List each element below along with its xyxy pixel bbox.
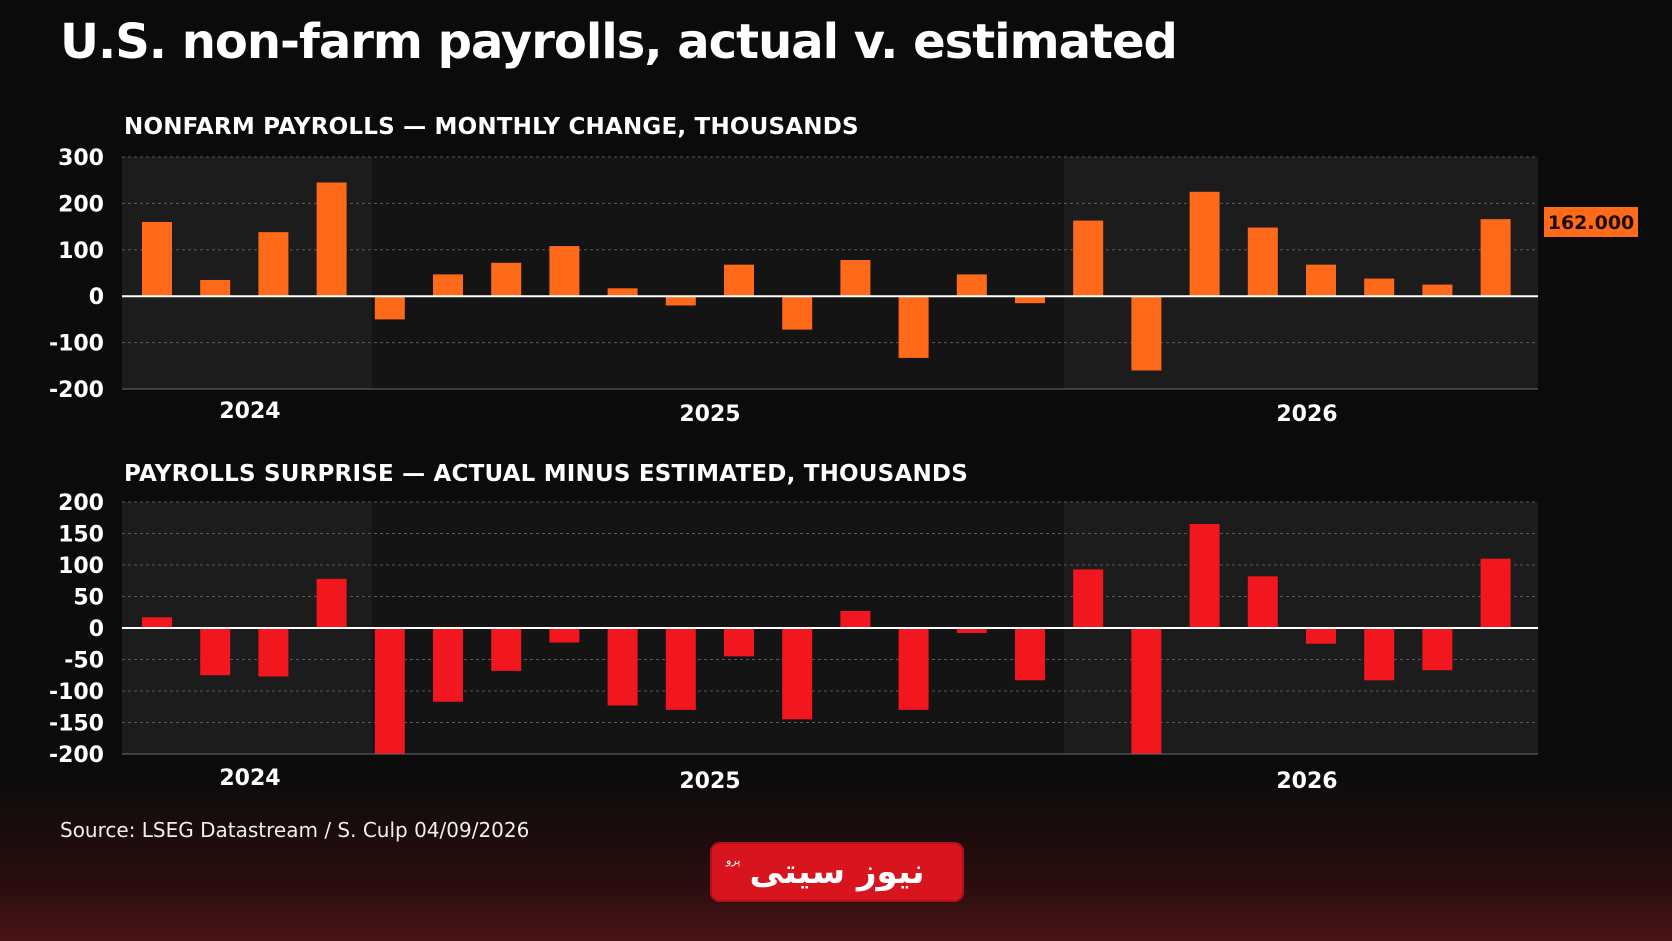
bar	[956, 274, 987, 297]
top-chart-title: NONFARM PAYROLLS — MONTHLY CHANGE, THOUS…	[124, 114, 859, 140]
bar	[491, 262, 522, 297]
bottom-chart-title: PAYROLLS SURPRISE — ACTUAL MINUS ESTIMAT…	[124, 461, 968, 487]
y-tick-label: -150	[49, 712, 104, 737]
bar	[782, 628, 813, 720]
bar	[1422, 628, 1453, 671]
y-tick-label: 0	[89, 285, 104, 310]
y-tick-label: 50	[73, 586, 104, 611]
bar	[840, 260, 871, 297]
bar	[1247, 227, 1278, 297]
bar	[491, 628, 522, 671]
y-tick-label: -100	[49, 680, 104, 705]
x-tick-label: 2024	[219, 399, 280, 424]
bar	[1364, 278, 1395, 297]
y-tick-label: 200	[58, 491, 104, 516]
bar	[258, 232, 289, 297]
nonfarm-payrolls-chart: 300 200 100 0 -100 -200 2024 2025 2026 162.000	[49, 146, 1638, 427]
y-tick-label: -200	[49, 378, 104, 403]
bar	[1306, 264, 1336, 297]
bar	[724, 628, 754, 657]
bar	[1073, 569, 1104, 628]
payrolls-surprise-chart: 200 150 100 50 0 -50 -100 -150 -200 2024 2025 2026	[49, 491, 1538, 794]
x-tick-label: 2024	[219, 766, 280, 791]
bar	[1131, 296, 1162, 371]
bar	[1131, 628, 1162, 754]
bar	[898, 628, 929, 710]
y-tick-label: 0	[89, 617, 104, 642]
y-tick-label: 150	[58, 523, 104, 548]
bar	[316, 182, 347, 297]
bar	[724, 264, 754, 297]
bar	[1247, 576, 1278, 628]
bar	[1306, 628, 1336, 644]
bar	[1480, 219, 1511, 297]
y-tick-label: -200	[49, 743, 104, 768]
bar	[898, 296, 929, 358]
bar	[1189, 524, 1220, 628]
bar	[433, 274, 463, 297]
bar	[142, 617, 172, 628]
y-tick-label: 200	[58, 192, 104, 217]
chart-main-title: U.S. non-farm payrolls, actual v. estima…	[60, 14, 1178, 70]
y-tick-label: 300	[58, 146, 104, 171]
bar	[316, 578, 347, 628]
x-tick-label: 2026	[1276, 402, 1337, 427]
bar	[258, 628, 289, 677]
bar	[549, 246, 580, 297]
bar	[607, 628, 638, 706]
x-tick-label: 2025	[679, 769, 740, 794]
y-tick-label: 100	[58, 239, 104, 264]
value-callout-label: 162.000	[1548, 212, 1635, 234]
bar	[1015, 628, 1045, 681]
news-city-logo: پرو نیوز سیتی	[710, 842, 964, 902]
bar	[1015, 296, 1045, 304]
bar	[956, 628, 987, 634]
bar	[1480, 558, 1511, 628]
logo-small-text: پرو	[726, 854, 741, 867]
bar	[374, 296, 405, 320]
bar	[665, 296, 696, 306]
bar	[665, 628, 696, 710]
y-tick-label: -50	[64, 649, 104, 674]
y-tick-label: -100	[49, 332, 104, 357]
bar	[607, 288, 638, 297]
bar	[840, 610, 871, 628]
y-tick-label: 100	[58, 554, 104, 579]
bar	[433, 628, 463, 702]
bar	[374, 628, 405, 754]
bar	[1073, 220, 1104, 297]
bar	[782, 296, 813, 330]
bar	[142, 221, 172, 297]
bar	[1189, 191, 1220, 297]
plot-band	[372, 157, 1064, 389]
bar	[200, 628, 231, 676]
bar	[200, 279, 231, 297]
bar	[1422, 284, 1453, 297]
bar	[549, 628, 580, 643]
source-note: Source: LSEG Datastream / S. Culp 04/09/…	[60, 818, 530, 842]
x-tick-label: 2025	[679, 402, 740, 427]
x-tick-label: 2026	[1276, 769, 1337, 794]
logo-text: نیوز سیتی	[749, 852, 925, 892]
value-callout-box	[1544, 207, 1638, 237]
bar	[1364, 628, 1395, 681]
